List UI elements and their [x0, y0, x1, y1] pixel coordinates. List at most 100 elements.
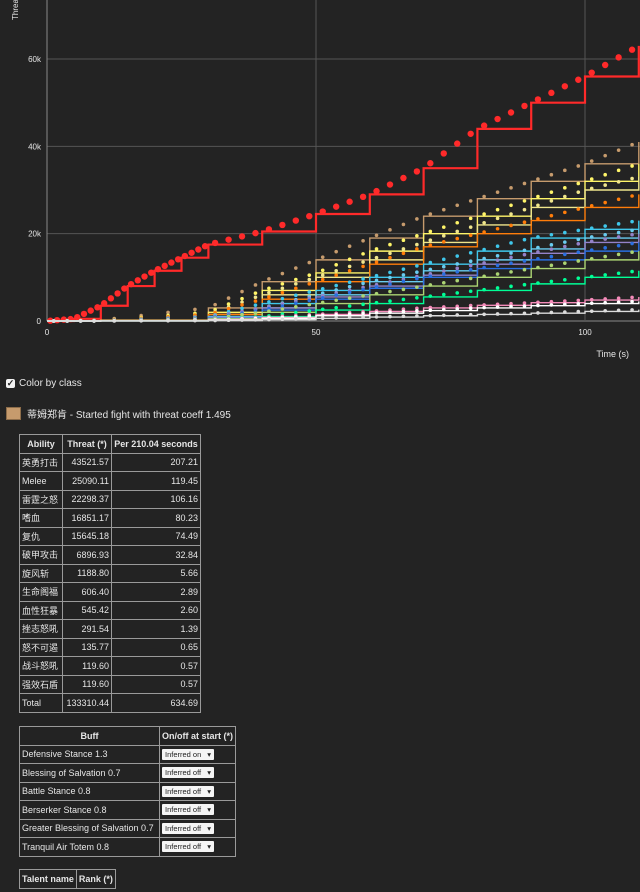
per-seconds-value-cell: 106.16 — [111, 489, 201, 509]
buff-state-cell: Inferred off ▾ — [159, 763, 236, 783]
buff-state-select[interactable]: Inferred off ▾ — [162, 804, 214, 816]
buff-column-header: Buff — [19, 726, 160, 746]
threat-series-point — [334, 262, 338, 267]
threat-value-cell: 22298.37 — [62, 489, 112, 509]
buff-state-cell: Inferred on ▾ — [159, 744, 236, 764]
threat-series-point — [455, 304, 460, 309]
threat-series-point — [468, 289, 473, 294]
buff-state-select[interactable]: Inferred off ▾ — [162, 785, 214, 797]
threat-series-point — [415, 247, 419, 251]
threat-series-point — [440, 150, 447, 157]
ability-row: 英勇打击 43521.57 207.21 — [19, 452, 201, 472]
threat-series-point — [415, 306, 419, 311]
threat-series-point — [401, 287, 406, 292]
threat-series-point — [563, 277, 567, 282]
threat-series-point — [388, 275, 392, 280]
buff-state-value: Inferred off — [165, 823, 202, 833]
threat-series-point — [495, 226, 500, 231]
threat-series-point — [468, 303, 473, 308]
threat-series-point — [589, 297, 594, 302]
threat-series-point — [193, 318, 197, 323]
buff-state-select[interactable]: Inferred off ▾ — [162, 822, 214, 834]
buff-row: Greater Blessing of Salvation 0.7 Inferre… — [19, 818, 236, 838]
threat-series-point — [401, 273, 406, 277]
ability-row: 生命阁福 606.40 2.89 — [19, 582, 201, 602]
threat-series-point — [522, 220, 527, 225]
chart-series-group — [47, 45, 640, 324]
threat-series-point — [265, 226, 273, 233]
threat-series-point — [482, 220, 486, 225]
threat-value-cell: 6896.93 — [62, 545, 112, 565]
ability-name-cell: Melee — [19, 471, 63, 491]
buff-state-select[interactable]: Inferred off ▾ — [162, 841, 214, 853]
threat-series-point — [495, 190, 500, 194]
threat-series-point — [415, 314, 419, 318]
threat-series-point — [292, 217, 300, 224]
threat-series-point — [549, 310, 554, 315]
color-by-class-checkbox[interactable]: ✓ — [6, 378, 15, 388]
chart-axes: 0 20k 40k 60k 0 50 100 Threat Time (s) — [11, 0, 629, 359]
threat-series-point — [482, 256, 486, 261]
chevron-down-icon: ▾ — [207, 823, 211, 833]
buff-name-cell: Greater Blessing of Salvation 0.7 — [19, 818, 160, 838]
chevron-down-icon: ▾ — [207, 749, 211, 759]
threat-series-point — [280, 307, 285, 311]
ability-name-cell: Total — [19, 693, 63, 713]
ability-row: 挫志怒吼 291.54 1.39 — [19, 619, 201, 639]
threat-series-point — [495, 258, 500, 262]
buff-state-cell: Inferred off ▾ — [159, 781, 236, 801]
buff-state-select[interactable]: Inferred off ▾ — [162, 767, 214, 779]
y-tick-label: 20k — [28, 230, 42, 239]
threat-value-cell: 606.40 — [62, 582, 112, 602]
y-tick-label: 0 — [37, 317, 42, 326]
y-tick-label: 40k — [28, 142, 42, 151]
threat-series-point — [280, 271, 285, 276]
threat-series-point — [428, 267, 433, 272]
threat-series-point — [441, 272, 446, 276]
color-by-class-toggle[interactable]: ✓ Color by class — [6, 378, 82, 389]
threat-column-header: Threat (*) — [62, 434, 112, 454]
threat-series-point — [536, 311, 540, 315]
per-seconds-column-header: Per 210.04 seconds — [111, 434, 201, 454]
per-seconds-value-cell: 0.65 — [111, 637, 201, 657]
ability-row: 战斗怒吼 119.60 0.57 — [19, 656, 201, 676]
threat-series-point — [601, 61, 609, 69]
threat-series-point — [401, 279, 406, 284]
buff-state-select[interactable]: Inferred on ▾ — [162, 748, 214, 760]
buff-row: Blessing of Salvation 0.7 Inferred off ▾ — [19, 763, 236, 783]
threat-series-point — [441, 313, 446, 318]
threat-series-point — [121, 285, 128, 292]
threat-series-point — [347, 315, 352, 320]
threat-series-point — [401, 251, 406, 256]
threat-series-point — [603, 300, 607, 305]
threat-series-point — [549, 190, 554, 194]
threat-series-point — [374, 247, 379, 251]
threat-series-point — [576, 259, 581, 263]
threat-series-point — [468, 267, 473, 272]
threat-series-point — [320, 296, 325, 300]
threat-series-point — [319, 208, 326, 215]
threat-series-point — [280, 304, 285, 308]
player-header: 蒂姆郑肯 - Started fight with threat coeff 1… — [6, 406, 231, 421]
threat-series-point — [240, 312, 244, 317]
threat-series-point — [509, 251, 513, 255]
threat-series-point — [603, 172, 607, 177]
threat-series-point — [630, 299, 634, 304]
threat-series-point — [630, 295, 634, 300]
buff-name-cell: Berserker Stance 0.8 — [19, 800, 160, 820]
threat-series-point — [563, 310, 567, 314]
chevron-down-icon: ▾ — [207, 805, 211, 815]
threat-series-point — [455, 291, 460, 295]
threat-series-point — [347, 264, 352, 269]
threat-series-point — [53, 316, 61, 324]
threat-series-point — [415, 270, 419, 274]
threat-series-point — [374, 260, 379, 264]
threat-series-point — [482, 274, 486, 279]
threat-series-point — [279, 221, 286, 229]
ability-row: 怒不可遏 135.77 0.65 — [19, 637, 201, 657]
threat-value-cell: 119.60 — [62, 656, 112, 676]
threat-series-point — [388, 310, 392, 314]
threat-series-point — [509, 241, 513, 245]
threat-series-point — [112, 319, 117, 323]
threat-series-point — [536, 245, 540, 250]
